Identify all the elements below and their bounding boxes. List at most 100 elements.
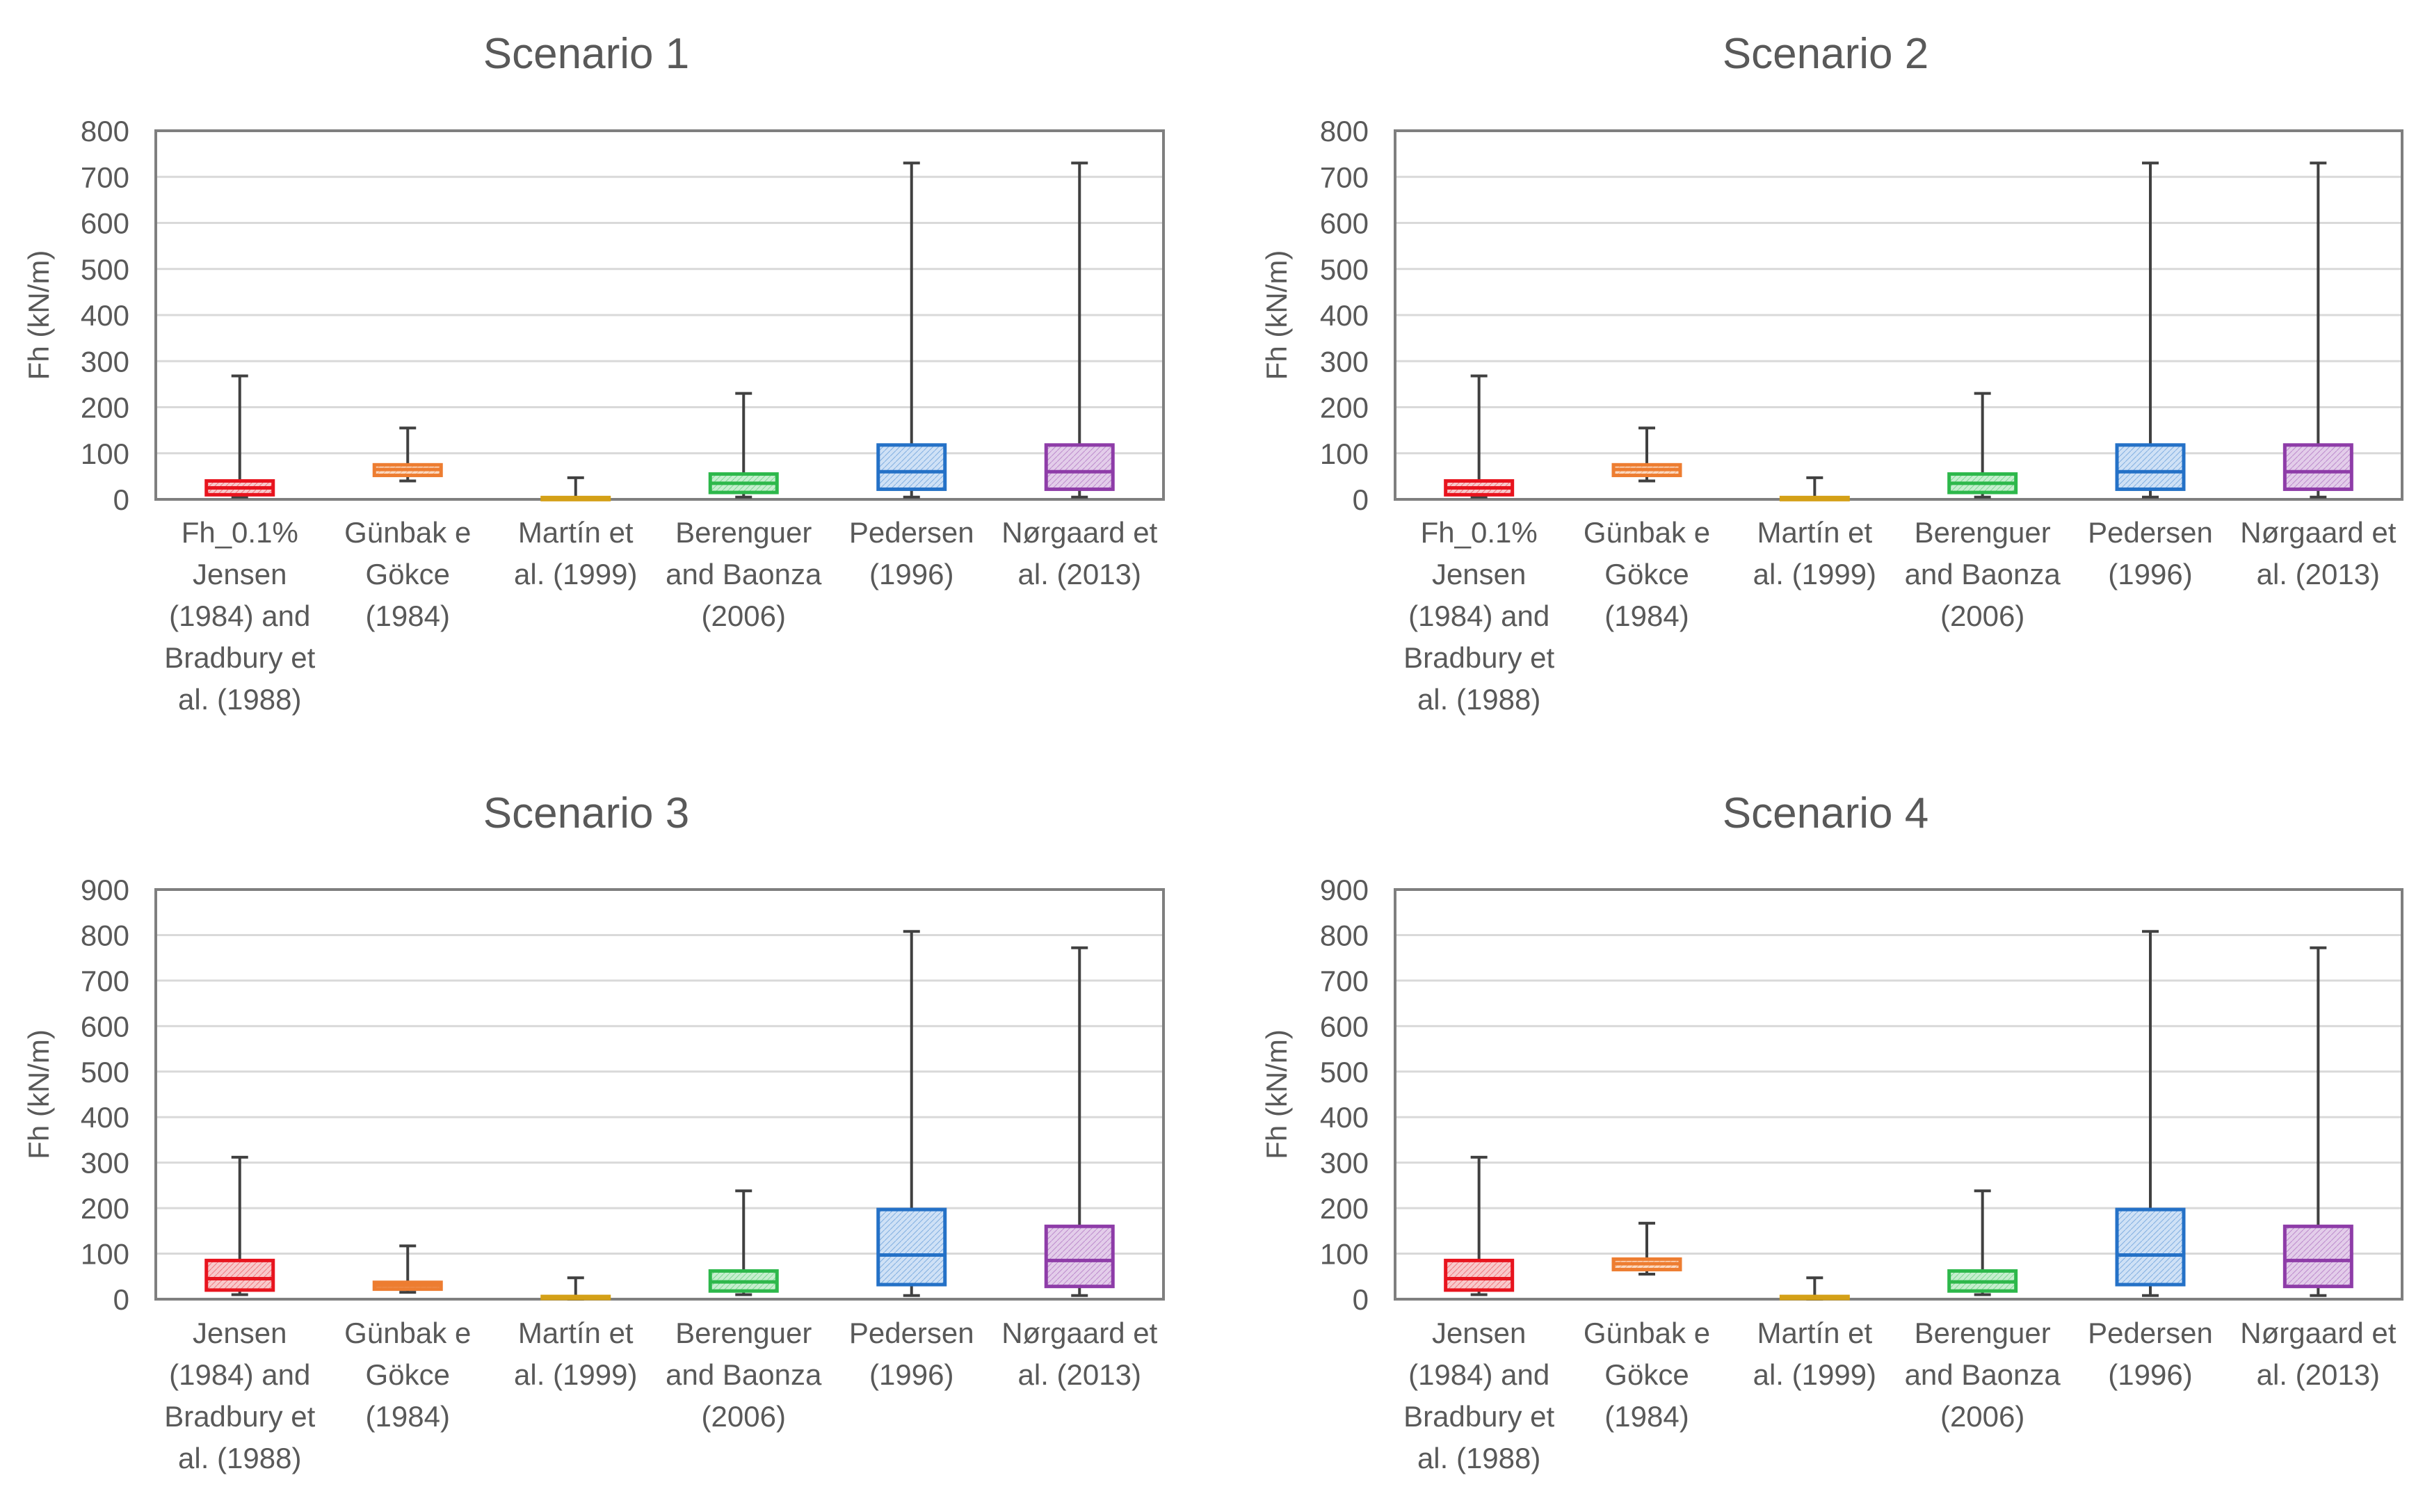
box-iqr — [1044, 443, 1115, 491]
chart-title: Scenario 3 — [483, 789, 689, 837]
box-4 — [708, 1189, 779, 1296]
x-category-label: Günbak e Gökce (1984) — [344, 1317, 471, 1433]
y-tick-label: 0 — [1353, 483, 1369, 516]
y-tick-label: 500 — [1320, 1056, 1369, 1088]
plot-area-border — [1394, 888, 2403, 1301]
y-tick-label: 200 — [81, 1192, 129, 1225]
y-tick-label: 300 — [81, 1147, 129, 1180]
box-5 — [2115, 161, 2186, 499]
x-category-label: Berenguer and Baonza (2006) — [1905, 516, 2061, 632]
box-6 — [2282, 161, 2353, 499]
x-category-label: Pedersen (1996) — [849, 516, 974, 590]
x-category-label: Pedersen (1996) — [2088, 516, 2213, 590]
box-1 — [1444, 1155, 1515, 1296]
x-category-label: Jensen (1984) and Bradbury et al. (1988) — [1403, 1317, 1554, 1474]
box-4 — [708, 392, 779, 499]
x-category-label: Günbak e Gökce (1984) — [344, 516, 471, 632]
box-1 — [1444, 374, 1515, 499]
box-4 — [1947, 392, 2018, 499]
y-tick-label: 800 — [81, 115, 129, 147]
y-tick-label: 100 — [81, 437, 129, 470]
box-1 — [204, 1155, 275, 1296]
y-axis-label: Fh (kN/m) — [1260, 250, 1293, 380]
box-3 — [1779, 476, 1850, 501]
y-tick-label: 500 — [81, 1056, 129, 1088]
box-2 — [1611, 426, 1682, 483]
x-category-label: Günbak e Gökce (1984) — [1584, 516, 1710, 632]
y-tick-label: 400 — [1320, 299, 1369, 332]
box-6 — [1044, 946, 1115, 1297]
x-category-label: Nørgaard et al. (2013) — [2240, 1317, 2396, 1391]
x-category-label: Pedersen (1996) — [849, 1317, 974, 1391]
chart-panel-1: Scenario 1 0 100 200 300 400 500 600 700 800 Fh (k… — [22, 30, 1165, 716]
chart-panel-2: Scenario 2 0 100 200 300 400 500 600 700 800 Fh (k… — [1260, 30, 2403, 716]
y-tick-label: 100 — [1320, 1238, 1369, 1271]
x-category-label: Berenguer and Baonza (2006) — [1905, 1317, 2061, 1433]
x-category-label: Martín et al. (1999) — [1753, 516, 1876, 590]
x-category-label: Pedersen (1996) — [2088, 1317, 2213, 1391]
box-1 — [204, 374, 275, 499]
box-iqr — [2282, 1224, 2353, 1289]
plot-area-border — [154, 129, 1165, 501]
box-iqr — [2115, 1207, 2186, 1287]
y-tick-label: 0 — [1353, 1283, 1369, 1316]
y-tick-label: 200 — [1320, 392, 1369, 424]
box-iqr — [876, 443, 947, 491]
box-iqr — [1044, 1224, 1115, 1289]
box-2 — [372, 426, 443, 483]
y-tick-label: 400 — [81, 299, 129, 332]
x-category-label: Nørgaard et al. (2013) — [1001, 516, 1157, 590]
box-4 — [1947, 1189, 2018, 1296]
box-iqr — [2282, 443, 2353, 491]
y-axis-label: Fh (kN/m) — [22, 1029, 55, 1159]
y-tick-label: 0 — [113, 483, 129, 516]
box-iqr — [1444, 1258, 1515, 1292]
y-tick-label: 600 — [1320, 207, 1369, 240]
y-tick-label: 100 — [1320, 437, 1369, 470]
chart-panel-4: Scenario 4 0 100 200 300 400 500 600 700 800 900 Fh… — [1260, 789, 2403, 1474]
y-tick-label: 200 — [81, 392, 129, 424]
y-tick-label: 500 — [81, 253, 129, 286]
box-2 — [372, 1244, 443, 1294]
y-tick-label: 400 — [1320, 1101, 1369, 1134]
y-tick-label: 600 — [81, 1010, 129, 1043]
y-tick-label: 600 — [1320, 1010, 1369, 1043]
plot-area-border — [154, 888, 1165, 1301]
y-tick-label: 800 — [81, 919, 129, 951]
y-tick-label: 700 — [81, 965, 129, 997]
y-tick-label: 400 — [81, 1101, 129, 1134]
x-category-label: Günbak e Gökce (1984) — [1584, 1317, 1710, 1433]
chart-title: Scenario 4 — [1723, 789, 1928, 837]
box-3 — [540, 476, 611, 501]
box-6 — [2282, 946, 2353, 1297]
y-axis-label: Fh (kN/m) — [1260, 1029, 1293, 1159]
x-category-label: Berenguer and Baonza (2006) — [666, 1317, 822, 1433]
box-3 — [1779, 1276, 1850, 1301]
y-tick-label: 600 — [81, 207, 129, 240]
x-category-label: Fh_0.1% Jensen (1984) and Bradbury et al. (1… — [1403, 516, 1554, 716]
x-category-label: Berenguer and Baonza (2006) — [666, 516, 822, 632]
x-category-label: Nørgaard et al. (2013) — [2240, 516, 2396, 590]
box-iqr — [204, 1258, 275, 1292]
chart-panel-3: Scenario 3 0 100 200 300 400 500 600 700 800 900 Fh… — [22, 789, 1165, 1474]
y-tick-label: 700 — [1320, 965, 1369, 997]
y-tick-label: 700 — [81, 161, 129, 193]
box-iqr — [2115, 443, 2186, 491]
x-category-label: Fh_0.1% Jensen (1984) and Bradbury et al. (1… — [164, 516, 315, 716]
y-tick-label: 0 — [113, 1283, 129, 1316]
x-category-label: Martín et al. (1999) — [514, 1317, 637, 1391]
x-category-label: Nørgaard et al. (2013) — [1001, 1317, 1157, 1391]
y-tick-label: 200 — [1320, 1192, 1369, 1225]
y-tick-label: 300 — [1320, 1147, 1369, 1180]
plot-area-border — [1394, 129, 2403, 501]
y-axis-label: Fh (kN/m) — [22, 250, 55, 380]
x-category-label: Martín et al. (1999) — [1753, 1317, 1876, 1391]
box-5 — [876, 930, 947, 1297]
box-5 — [876, 161, 947, 499]
box-5 — [2115, 930, 2186, 1297]
box-3 — [540, 1276, 611, 1301]
box-2 — [1611, 1221, 1682, 1276]
y-tick-label: 900 — [81, 874, 129, 906]
